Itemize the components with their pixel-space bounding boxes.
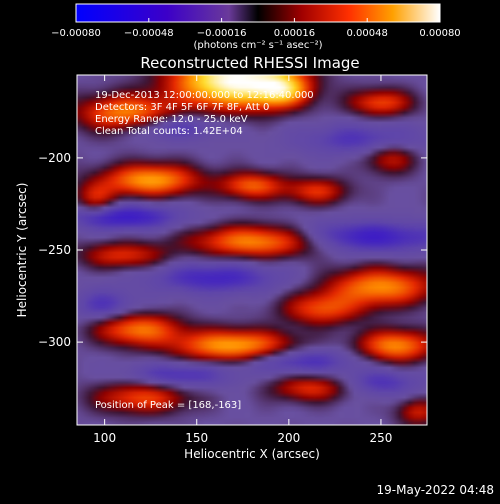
colorbar-tick-label: 0.00048: [347, 28, 388, 39]
annotation-line: Energy Range: 12.0 - 25.0 keV: [95, 114, 248, 125]
colorbar-tick-label: −0.00048: [124, 28, 174, 39]
colorbar-tick-labels: −0.00080 −0.00048 −0.00016 0.00016 0.00048 0.…: [51, 28, 461, 39]
y-axis-ticks: −200 −250 −300: [38, 151, 427, 349]
annotation-line: 19-Dec-2013 12:00:00.000 to 12:16:40.000: [95, 90, 314, 101]
colorbar-tick-label: −0.00080: [51, 28, 101, 39]
colorbar-unit-label: (photons cm⁻² s⁻¹ asec⁻²): [193, 40, 322, 51]
colorbar-tick-label: 0.00016: [274, 28, 315, 39]
heatmap-image: [77, 75, 427, 425]
x-tick-label: 100: [93, 431, 116, 445]
annotation-line: Detectors: 3F 4F 5F 6F 7F 8F, Att 0: [95, 102, 269, 113]
colorbar: [75, 3, 441, 23]
y-tick-label: −200: [38, 151, 71, 165]
x-axis-ticks: 100 150 200 250: [93, 75, 392, 445]
y-axis-label: Heliocentric Y (arcsec): [15, 183, 29, 318]
x-tick-label: 150: [185, 431, 208, 445]
annotation-block: 19-Dec-2013 12:00:00.000 to 12:16:40.000…: [95, 90, 314, 137]
y-tick-label: −250: [38, 243, 71, 257]
x-axis-label: Heliocentric X (arcsec): [184, 447, 320, 461]
chart-title: Reconstructed RHESSI Image: [140, 54, 359, 72]
annotation-line: Clean Total counts: 1.42E+04: [95, 126, 243, 137]
plot-timestamp: 19-May-2022 04:48: [377, 483, 494, 497]
colorbar-tick-label: 0.00080: [419, 28, 460, 39]
colorbar-tick-label: −0.00016: [197, 28, 247, 39]
peak-position-label: Position of Peak = [168,-163]: [95, 400, 241, 411]
x-tick-label: 250: [369, 431, 392, 445]
y-tick-label: −300: [38, 335, 71, 349]
heatmap-holder: [77, 75, 427, 425]
colorbar-ticks: [75, 18, 441, 22]
x-tick-label: 200: [277, 431, 300, 445]
